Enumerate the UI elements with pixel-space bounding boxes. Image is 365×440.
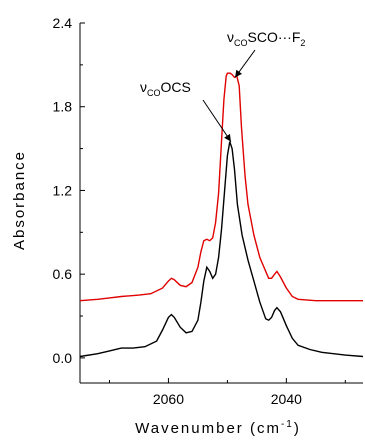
annotation-ocs-arrow (202, 99, 232, 142)
annotation-ocs: νCOOCS (140, 79, 191, 98)
annotation-sco-sub: CO (234, 38, 248, 48)
y-tick-label: 0.6 (53, 266, 73, 282)
y-tick-label: 1.2 (53, 182, 73, 198)
annotation-sco-nu: ν (227, 29, 234, 45)
spectrum-black-line (79, 141, 364, 358)
annotation-ocs-nu: ν (140, 79, 147, 95)
ticks-layer: 0.0 0.6 1.2 1.8 2.4 2060 2040 (53, 15, 346, 407)
annotation-sco-sub2: 2 (300, 38, 305, 48)
x-tick-label: 2040 (271, 391, 302, 407)
y-tick-label: 0.0 (53, 350, 73, 366)
y-tick-label: 2.4 (53, 15, 73, 31)
x-axis-label-exponent: -1 (281, 419, 294, 430)
spectrum-red-line (79, 72, 363, 302)
annotation-sco-text: SCO···F (248, 29, 301, 45)
y-axis-label: Absorbance (11, 150, 28, 250)
annotation-ocs-sub: CO (147, 88, 161, 98)
x-axis-label-suffix: ) (294, 420, 301, 437)
annotation-ocs-text: OCS (161, 79, 191, 95)
x-axis-label: Wavenumber (cm-1) (135, 419, 301, 437)
x-tick-label: 2060 (153, 391, 184, 407)
annotation-sco-f2-arrowhead (235, 69, 243, 78)
plot-area (79, 23, 364, 384)
annotation-ocs-arrowhead (224, 133, 231, 142)
y-tick-label: 1.8 (53, 99, 73, 115)
x-axis-label-prefix: Wavenumber (cm (135, 420, 281, 437)
annotation-sco-f2: νCOSCO···F2 (227, 29, 305, 48)
